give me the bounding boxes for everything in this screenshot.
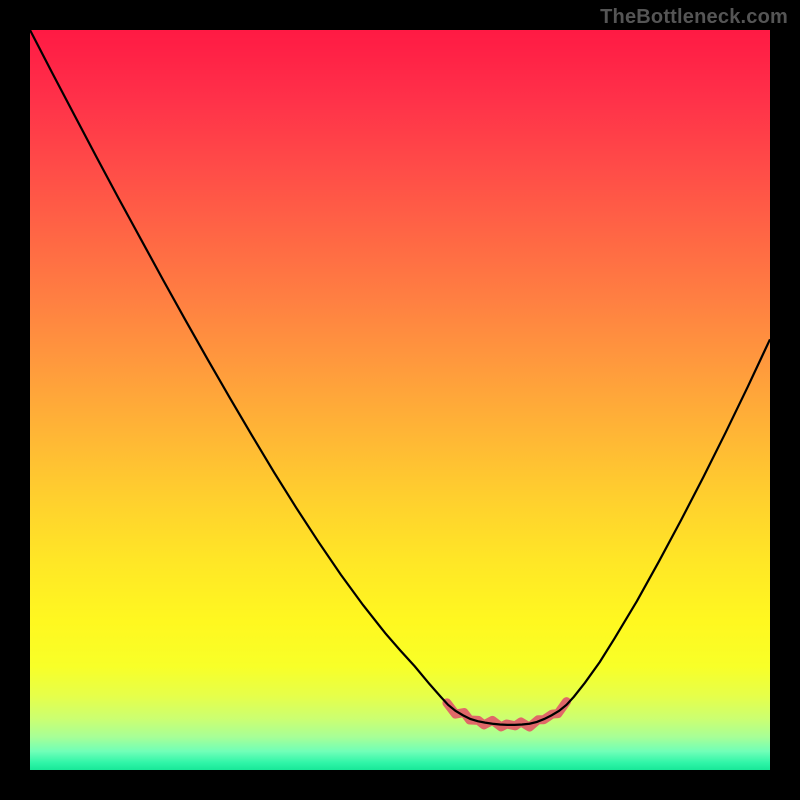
- plot-area: [30, 30, 770, 770]
- plot-svg: [30, 30, 770, 770]
- watermark-text: TheBottleneck.com: [600, 6, 788, 29]
- chart-frame: TheBottleneck.com: [0, 0, 800, 800]
- plot-background: [30, 30, 770, 770]
